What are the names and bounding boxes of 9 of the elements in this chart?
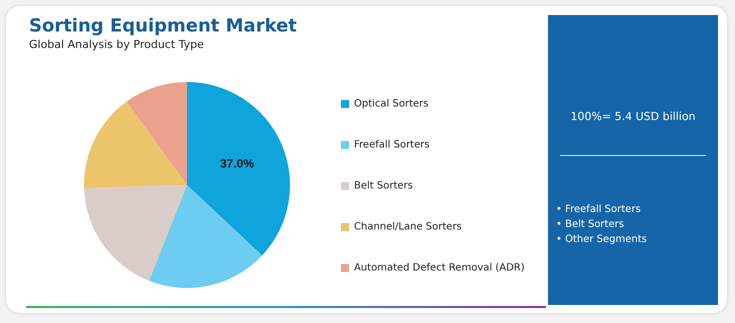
chart-title: Sorting Equipment Market bbox=[29, 16, 298, 36]
chart-subtitle: Global Analysis by Product Type bbox=[29, 38, 204, 51]
data-label: 37.0% bbox=[220, 156, 254, 170]
legend-label: Optical Sorters bbox=[354, 98, 428, 110]
legend-label: Channel/Lane Sorters bbox=[354, 222, 462, 232]
legend-label: Freefall Sorters bbox=[354, 140, 430, 150]
info-panel: 100%= 5.4 USD billion • Freefall Sorters • Belt Sorters • Other Segments bbox=[548, 15, 718, 305]
legend-label: Belt Sorters bbox=[354, 180, 413, 192]
legend-label: Automated Defect Removal (ADR) bbox=[354, 262, 525, 274]
